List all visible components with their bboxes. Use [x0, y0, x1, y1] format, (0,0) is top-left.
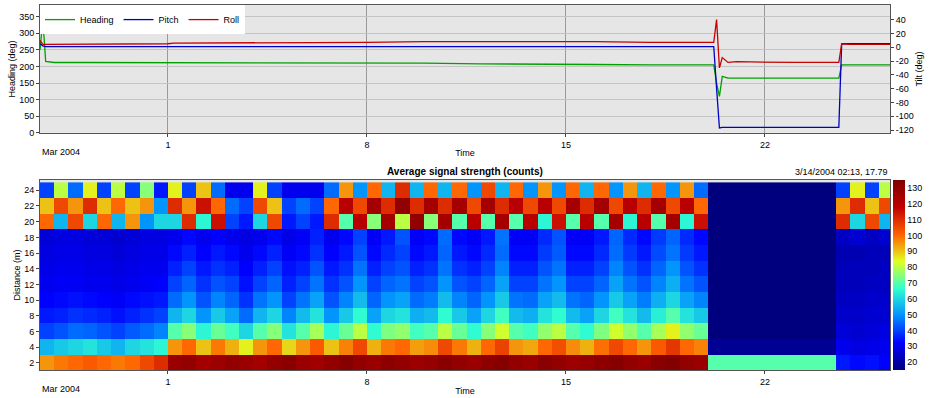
svg-text:16: 16 — [24, 248, 34, 258]
svg-text:10: 10 — [24, 295, 34, 305]
svg-text:200: 200 — [19, 62, 34, 72]
svg-text:Heading: Heading — [80, 15, 114, 25]
svg-text:4: 4 — [29, 342, 34, 352]
svg-text:Roll: Roll — [224, 15, 240, 25]
svg-text:50: 50 — [907, 310, 917, 320]
svg-text:40: 40 — [896, 15, 906, 25]
svg-text:20: 20 — [896, 29, 906, 39]
svg-text:24: 24 — [24, 185, 34, 195]
svg-text:15: 15 — [561, 377, 571, 387]
svg-text:20: 20 — [907, 357, 917, 367]
svg-text:Mar 2004: Mar 2004 — [42, 384, 80, 394]
svg-text:14: 14 — [24, 264, 34, 274]
svg-text:60: 60 — [907, 294, 917, 304]
svg-text:3/14/2004 02:13, 17.79: 3/14/2004 02:13, 17.79 — [795, 167, 888, 177]
svg-text:90: 90 — [907, 246, 917, 256]
svg-text:0: 0 — [896, 42, 901, 52]
svg-text:100: 100 — [907, 231, 922, 241]
svg-text:30: 30 — [907, 341, 917, 351]
svg-text:6: 6 — [29, 327, 34, 337]
svg-text:150: 150 — [19, 78, 34, 88]
svg-text:-120: -120 — [896, 125, 914, 135]
svg-text:110: 110 — [907, 215, 921, 225]
svg-text:22: 22 — [760, 140, 770, 150]
svg-text:Heading (deg): Heading (deg) — [7, 40, 17, 97]
svg-text:-40: -40 — [896, 70, 909, 80]
svg-text:2: 2 — [29, 358, 34, 368]
svg-text:Pitch: Pitch — [159, 15, 179, 25]
svg-text:-20: -20 — [896, 56, 909, 66]
svg-text:1: 1 — [165, 377, 170, 387]
svg-text:22: 22 — [24, 201, 34, 211]
svg-text:300: 300 — [19, 28, 34, 38]
svg-text:Mar 2004: Mar 2004 — [42, 147, 80, 157]
svg-text:50: 50 — [24, 111, 34, 121]
svg-text:Distance (m): Distance (m) — [12, 250, 22, 301]
svg-text:22: 22 — [760, 377, 770, 387]
svg-text:350: 350 — [19, 12, 34, 22]
svg-text:1: 1 — [165, 140, 170, 150]
svg-text:130: 130 — [907, 183, 922, 193]
svg-text:Average signal strength (count: Average signal strength (counts) — [387, 166, 543, 177]
svg-text:70: 70 — [907, 278, 917, 288]
svg-text:-60: -60 — [896, 84, 909, 94]
svg-text:8: 8 — [364, 140, 369, 150]
svg-text:40: 40 — [907, 326, 917, 336]
svg-text:8: 8 — [29, 311, 34, 321]
svg-text:Time: Time — [455, 386, 475, 396]
svg-text:0: 0 — [29, 128, 34, 138]
svg-text:120: 120 — [907, 199, 922, 209]
svg-text:15: 15 — [561, 140, 571, 150]
svg-text:12: 12 — [24, 280, 34, 290]
svg-text:-100: -100 — [896, 111, 914, 121]
svg-text:100: 100 — [19, 95, 34, 105]
svg-text:Tilt (deg): Tilt (deg) — [914, 51, 924, 86]
svg-text:20: 20 — [24, 217, 34, 227]
svg-text:18: 18 — [24, 232, 34, 242]
svg-text:8: 8 — [364, 377, 369, 387]
svg-text:250: 250 — [19, 45, 34, 55]
svg-text:Time: Time — [455, 148, 475, 158]
svg-text:80: 80 — [907, 262, 917, 272]
svg-text:-80: -80 — [896, 98, 909, 108]
